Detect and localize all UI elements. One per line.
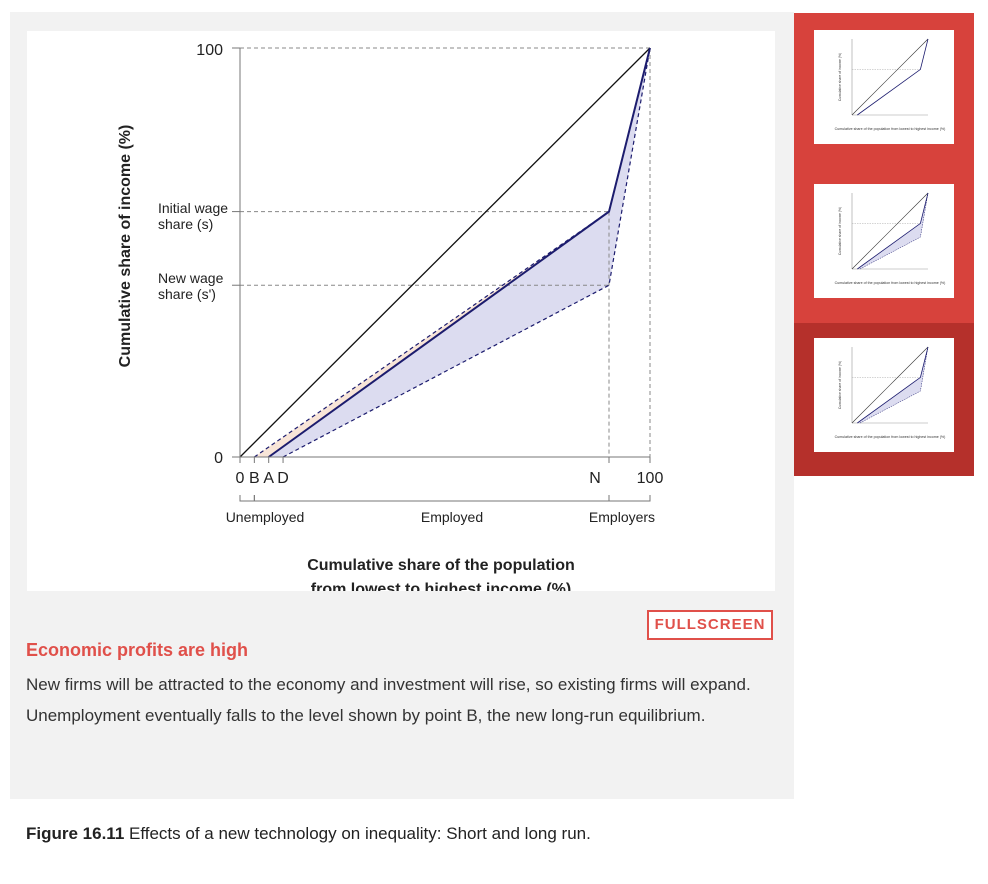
thumbnail-x-title: Cumulative share of the population from …	[835, 281, 946, 285]
thumbnail-new-curve	[859, 192, 929, 270]
figure-number: Figure 16.11	[26, 824, 125, 843]
thumbnail-equality-line	[851, 346, 929, 424]
lorenz-curve-initial	[268, 47, 651, 458]
lorenz-curve-long-run	[254, 47, 651, 458]
y-label-0: 0	[214, 450, 223, 467]
x-label-N: N	[589, 470, 601, 487]
thumbnail-x-title: Cumulative share of the population from …	[835, 127, 946, 131]
step-title: Economic profits are high	[26, 640, 249, 660]
thumbnail-lorenz-curve	[857, 346, 929, 424]
y-label-new-wage-2: share (s')	[158, 286, 216, 302]
shaded-area-wage-loss	[268, 48, 650, 457]
y-label-100: 100	[196, 42, 223, 59]
x-label-B: B	[249, 470, 260, 487]
lorenz-curve-new-short-run	[282, 47, 651, 458]
thumbnail-x-title: Cumulative share of the population from …	[835, 435, 946, 439]
thumbnail-equality-line	[851, 192, 929, 270]
fullscreen-button[interactable]: FULLSCREEN	[647, 610, 773, 640]
thumbnail-y-title: Cumulative share of income (%)	[838, 361, 842, 409]
thumbnail-lorenz-curve	[857, 192, 929, 270]
line-of-equality	[239, 47, 651, 458]
y-axis-title: Cumulative share of income (%)	[117, 125, 134, 368]
bracket-unemployed	[239, 495, 255, 502]
y-label-initial-wage-2: share (s)	[158, 216, 213, 232]
thumbnail-lorenz-curve	[857, 38, 929, 116]
x-axis-title-1: Cumulative share of the population	[307, 557, 575, 574]
step-description: New firms will be attracted to the econo…	[26, 675, 751, 725]
bracket-employed	[253, 495, 610, 502]
x-label-D: D	[277, 470, 289, 487]
x-label-0: 0	[236, 470, 245, 487]
thumbnail-step-1[interactable]: Cumulative share of income (%) Cumulative…	[814, 30, 954, 144]
figure-title: Effects of a new technology on inequalit…	[124, 824, 591, 843]
figure-panel: 100 0 Initial wage share (s) New wage share (…	[10, 12, 794, 799]
group-label-employed: Employed	[421, 509, 483, 525]
figure-card: 100 0 Initial wage share (s) New wage share (…	[27, 31, 775, 591]
thumbnail-chart: Cumulative share of income (%) Cumulative…	[835, 192, 946, 285]
bracket-employers	[608, 495, 651, 502]
step-thumbnails: Cumulative share of income (%) Cumulative…	[794, 13, 974, 476]
figure-caption: Figure 16.11 Effects of a new technology…	[26, 824, 591, 844]
x-label-100: 100	[637, 470, 664, 487]
thumbnail-y-title: Cumulative share of income (%)	[838, 207, 842, 255]
thumbnail-shaded-area	[857, 193, 928, 269]
thumbnail-new-curve	[859, 346, 929, 424]
thumbnail-equality-line	[851, 38, 929, 116]
thumbnail-step-2[interactable]: Cumulative share of income (%) Cumulative…	[814, 184, 954, 298]
x-label-A: A	[263, 470, 274, 487]
y-label-new-wage-1: New wage	[158, 270, 224, 286]
thumbnail-step-3[interactable]: Cumulative share of income (%) Cumulative…	[814, 338, 954, 452]
thumbnail-y-title: Cumulative share of income (%)	[838, 53, 842, 101]
y-label-initial-wage-1: Initial wage	[158, 200, 228, 216]
thumbnail-shaded-area	[857, 347, 928, 423]
x-axis-title-2: from lowest to highest income (%)	[311, 581, 571, 591]
thumbnail-chart: Cumulative share of income (%) Cumulative…	[835, 38, 946, 131]
group-label-unemployed: Unemployed	[226, 509, 305, 525]
thumbnail-chart: Cumulative share of income (%) Cumulative…	[835, 346, 946, 439]
group-label-employers: Employers	[589, 509, 655, 525]
